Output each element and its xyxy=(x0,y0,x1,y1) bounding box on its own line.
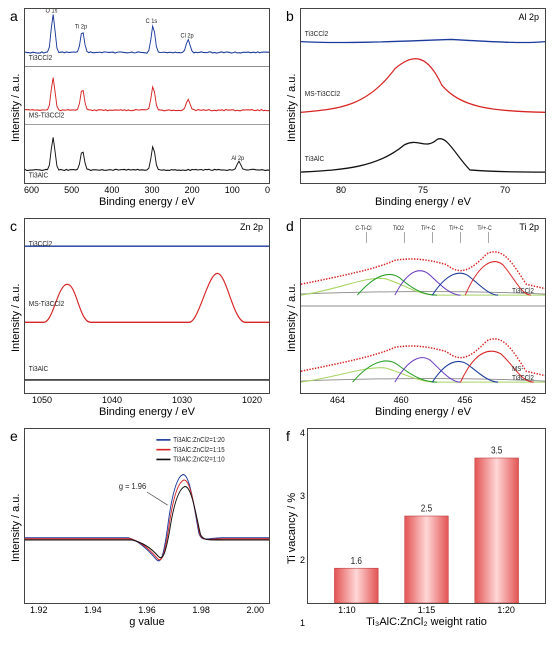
svg-text:Ti3CCl2: Ti3CCl2 xyxy=(29,54,53,63)
panel-c-plot: Zn 2p Ti3CCl2MS-Ti3CCl2Ti3AlC xyxy=(24,218,270,394)
svg-text:Ti³+-C: Ti³+-C xyxy=(449,226,463,232)
svg-text:Ti3AlC: Ti3AlC xyxy=(29,171,48,180)
svg-text:Al 2p: Al 2p xyxy=(231,155,244,162)
svg-text:C 1s: C 1s xyxy=(146,18,158,25)
panel-c-ylabel: Intensity / a.u. xyxy=(8,218,24,418)
panel-c-xticks: 1050104010301020 xyxy=(24,394,270,406)
svg-text:Ti²+-C: Ti²+-C xyxy=(477,226,491,232)
panel-f-ylabel: Ti vacancy / % xyxy=(284,428,300,628)
svg-text:MS-Ti3CCl2: MS-Ti3CCl2 xyxy=(305,90,341,99)
svg-text:C-Ti-Cl: C-Ti-Cl xyxy=(355,226,371,232)
svg-text:Ti3AlC:ZnCl2=1:20: Ti3AlC:ZnCl2=1:20 xyxy=(173,437,225,444)
panel-f: f Ti vacancy / % 4321 1.62.53.5 1:101:15… xyxy=(284,428,546,628)
svg-text:Ti3AlC: Ti3AlC xyxy=(29,365,48,374)
panel-f-plot: 1.6 2.5 3.5 xyxy=(307,428,546,604)
panel-a-plot: Ti3CCl2 O 1s Ti 2p C 1s Cl 2p MS-Ti3CCl2 Ti3Al… xyxy=(24,8,270,184)
panel-c: c Intensity / a.u. Zn 2p Ti3CCl2MS-Ti3CC… xyxy=(8,218,270,418)
panel-a-xticks: 6005004003002001000 xyxy=(24,184,270,196)
panel-e-xlabel: g value xyxy=(24,616,270,628)
panel-b-plot: Al 2p Ti3CCl2MS-Ti3CCl2Ti3AlC xyxy=(300,8,546,184)
svg-text:O 1s: O 1s xyxy=(46,9,58,14)
panel-e-plot: g = 1.96 Ti3AlC:ZnCl2=1:20 Ti3AlC:ZnCl2=1:… xyxy=(24,428,270,604)
panel-e-xticks: 1.921.941.961.982.00 xyxy=(24,604,270,616)
panel-b: b Intensity / a.u. Al 2p Ti3CCl2MS-Ti3CC… xyxy=(284,8,546,208)
panel-d-xticks: 464460456452 xyxy=(300,394,546,406)
panel-d-ylabel: Intensity / a.u. xyxy=(284,218,300,418)
svg-text:Ti3AlC:ZnCl2=1:10: Ti3AlC:ZnCl2=1:10 xyxy=(173,456,225,463)
panel-f-xticks: 1:101:151:20 xyxy=(307,604,546,616)
svg-text:Ti 2p: Ti 2p xyxy=(75,23,88,30)
svg-text:Ti3CCl2: Ti3CCl2 xyxy=(512,375,534,382)
svg-text:MS-Ti3CCl2: MS-Ti3CCl2 xyxy=(29,111,65,120)
panel-b-xticks: 807570 xyxy=(300,184,546,196)
panel-f-yticks: 4321 xyxy=(300,428,307,628)
svg-text:Ti3CCl2: Ti3CCl2 xyxy=(29,240,53,249)
svg-text:MS-Ti3CCl2: MS-Ti3CCl2 xyxy=(29,300,65,309)
svg-text:Ti²+-C: Ti²+-C xyxy=(421,226,435,232)
panel-c-xlabel: Binding energy / eV xyxy=(24,406,270,418)
svg-text:Ti3CCl2: Ti3CCl2 xyxy=(305,30,329,39)
panel-b-xlabel: Binding energy / eV xyxy=(300,196,546,208)
panel-b-ylabel: Intensity / a.u. xyxy=(284,8,300,208)
svg-text:Ti3AlC: Ti3AlC xyxy=(305,155,324,164)
panel-f-xlabel: Ti₃AlC:ZnCl₂ weight ratio xyxy=(307,616,546,628)
panel-d-plot: Ti 2p C-Ti-ClTiO2Ti²+-CTi³+-CTi²+-CTi3CC… xyxy=(300,218,546,394)
svg-text:g = 1.96: g = 1.96 xyxy=(119,481,147,491)
svg-text:Ti3CCl2: Ti3CCl2 xyxy=(512,288,534,295)
panel-a: a Intensity / a.u. Ti3CCl2O 1sTi 2pC 1sC… xyxy=(8,8,270,208)
svg-text:Cl 2p: Cl 2p xyxy=(181,32,195,39)
svg-text:TiO2: TiO2 xyxy=(393,226,404,232)
panel-e-ylabel: Intensity / a.u. xyxy=(8,428,24,628)
figure-grid: a Intensity / a.u. Ti3CCl2O 1sTi 2pC 1sC… xyxy=(8,8,546,628)
panel-a-xlabel: Binding energy / eV xyxy=(24,196,270,208)
svg-text:3.5: 3.5 xyxy=(491,445,502,456)
svg-text:Ti3AlC:ZnCl2=1:15: Ti3AlC:ZnCl2=1:15 xyxy=(173,446,225,453)
svg-text:MS-: MS- xyxy=(512,366,523,373)
panel-e: e Intensity / a.u. g = 1.96Ti3AlC:ZnCl2=… xyxy=(8,428,270,628)
panel-a-ylabel: Intensity / a.u. xyxy=(8,8,24,208)
panel-d: d Intensity / a.u. Ti 2p C-Ti-ClTiO2Ti²+… xyxy=(284,218,546,418)
svg-text:1.6: 1.6 xyxy=(351,555,362,566)
svg-text:2.5: 2.5 xyxy=(421,503,432,514)
panel-d-xlabel: Binding energy / eV xyxy=(300,406,546,418)
